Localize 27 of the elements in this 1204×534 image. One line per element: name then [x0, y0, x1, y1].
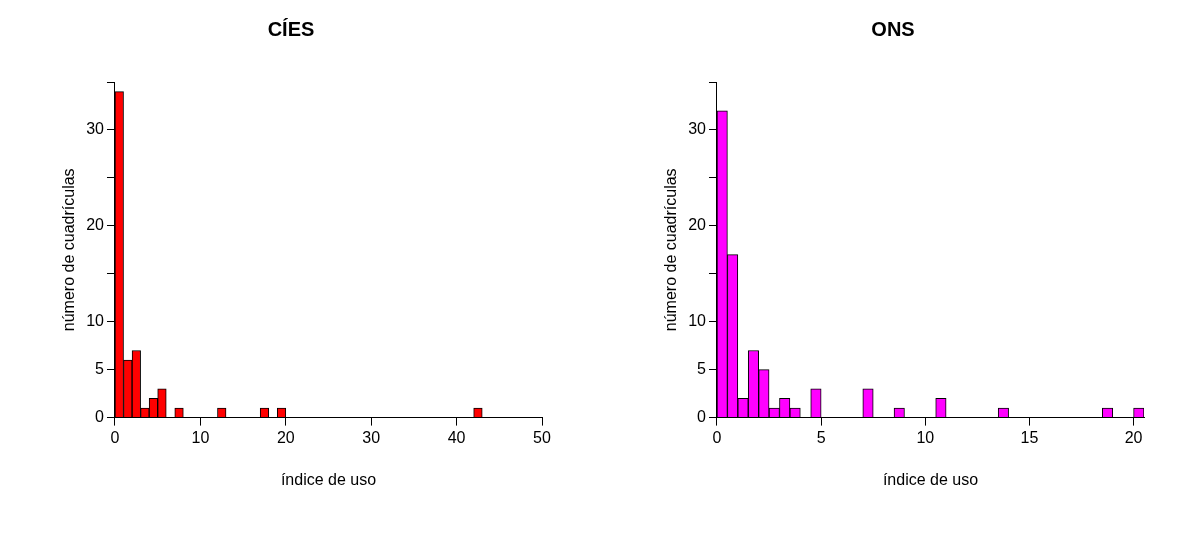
- y-tick-label: 5: [95, 360, 105, 378]
- x-tick-label: 20: [1124, 428, 1143, 446]
- y-axis-title: número de cuadrículas: [60, 168, 78, 332]
- x-axis-title: índice de uso: [280, 470, 377, 488]
- x-tick-label: 15: [1020, 428, 1039, 446]
- x-tick-label: 10: [191, 428, 210, 446]
- x-tick-label: 50: [533, 428, 551, 446]
- x-tick-label: 30: [362, 428, 381, 446]
- x-axis-title: índice de uso: [882, 470, 979, 488]
- y-tick-label: 0: [697, 408, 707, 426]
- chart-title: CÍES: [267, 17, 315, 40]
- y-tick-label: 30: [86, 120, 105, 138]
- y-tick-label: 10: [688, 312, 707, 330]
- x-tick-label: 40: [447, 428, 466, 446]
- x-tick-label: 20: [276, 428, 295, 446]
- x-tick-label: 0: [110, 428, 120, 446]
- y-tick-label: 10: [86, 312, 105, 330]
- y-tick-label: 5: [697, 360, 707, 378]
- x-tick-label: 10: [916, 428, 935, 446]
- y-tick-label: 0: [95, 408, 105, 426]
- y-tick-label: 20: [86, 216, 105, 234]
- y-axis-title: número de cuadrículas: [662, 168, 680, 332]
- chart-title: ONS: [871, 17, 915, 40]
- x-tick-label: 5: [816, 428, 826, 446]
- x-tick-label: 0: [712, 428, 722, 446]
- y-tick-label: 30: [688, 120, 707, 138]
- y-tick-label: 20: [688, 216, 707, 234]
